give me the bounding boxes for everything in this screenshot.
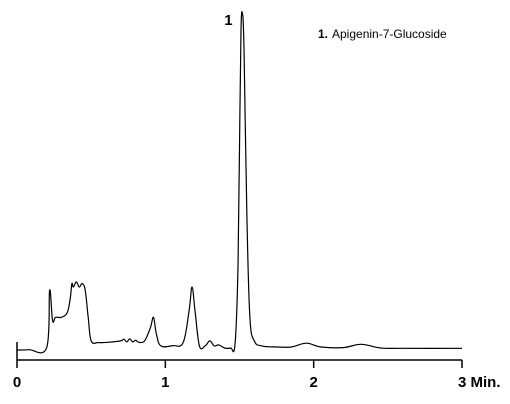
peak-label: 1 xyxy=(224,12,232,29)
legend-entry-text: Apigenin-7-Glucoside xyxy=(332,27,447,41)
chromatogram-trace xyxy=(16,11,463,354)
peak-labels: 1 xyxy=(224,12,232,29)
x-tick-label: 0 xyxy=(13,374,21,391)
x-tick-label: 3 Min. xyxy=(458,374,501,391)
legend: 1. Apigenin-7-Glucoside xyxy=(318,27,447,41)
x-ticks: 0 1 2 3 Min. xyxy=(13,360,501,391)
legend-entry-number: 1. xyxy=(318,27,328,41)
x-tick-label: 1 xyxy=(161,374,169,391)
x-tick-label: 2 xyxy=(309,374,317,391)
